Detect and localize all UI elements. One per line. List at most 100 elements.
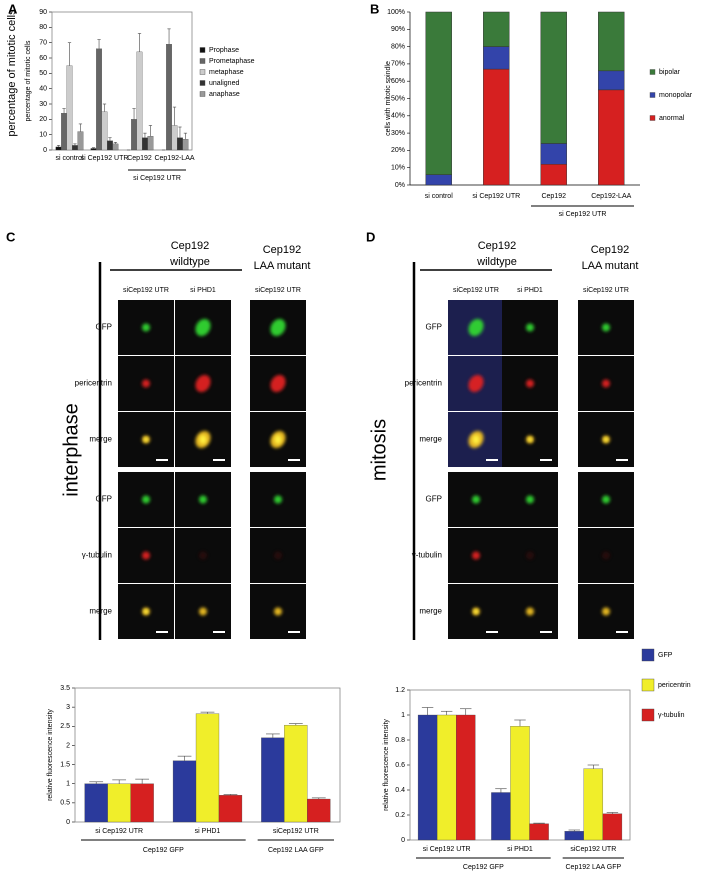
y-tick-label: 90% (391, 26, 405, 33)
legend-label: γ-tubulin (658, 712, 685, 719)
x-tick-label: Cep192-LAA (591, 193, 631, 200)
row-label: merge (89, 435, 112, 444)
error-bar (460, 708, 472, 715)
x-tick-label: Cep192 (127, 155, 152, 162)
row-label: merge (419, 435, 442, 444)
error-bar (137, 33, 142, 52)
error-bar (288, 723, 303, 726)
column-group-header: Cep192 (591, 244, 630, 256)
row-label: pericentrin (75, 379, 112, 388)
row-label: GFP (426, 323, 442, 332)
row-label: GFP (426, 495, 442, 504)
phase-label: mitosis (368, 419, 390, 481)
signal (602, 495, 610, 504)
bar (77, 131, 84, 151)
bar (172, 760, 197, 823)
y-axis-label: relative fluorescence intensity (47, 709, 54, 801)
y-tick-label: 20% (391, 147, 405, 154)
y-tick-label: 100% (387, 9, 405, 16)
error-bar (178, 126, 182, 138)
signal-core (528, 437, 532, 442)
error-bar (514, 719, 526, 727)
error-bar (421, 707, 434, 715)
error-bar (56, 145, 61, 147)
bar-segment (425, 11, 452, 175)
group-label: Cep192 GFP (143, 847, 184, 854)
y-tick-label: 80% (391, 43, 405, 50)
y-axis-label: percentage of mitotic cells (25, 40, 32, 121)
bar (107, 140, 113, 151)
error-bar (67, 42, 72, 66)
error-bar (78, 123, 83, 132)
error-bar (568, 829, 580, 832)
error-bar (143, 132, 147, 138)
error-bar (265, 733, 280, 738)
y-axis-title: percentage of mitotic cells (6, 9, 18, 137)
error-bar (200, 711, 215, 714)
column-label: si PHD1 (517, 287, 543, 294)
y-tick-label: 3 (66, 704, 70, 711)
y-tick-label: 20 (39, 116, 47, 123)
legend-label: anormal (659, 115, 685, 122)
error-bar (148, 125, 153, 137)
panel-label: C (6, 229, 16, 244)
signal (142, 551, 150, 560)
legend-label: unaligned (209, 80, 239, 87)
error-bar (533, 822, 545, 824)
row-label: γ-tubulin (412, 551, 442, 560)
y-tick-label: 10 (39, 132, 47, 139)
y-tick-label: 0.4 (395, 787, 405, 794)
y-axis-label: cells with mitotic spindle (385, 61, 392, 136)
signal (472, 495, 480, 504)
legend-swatch (199, 69, 206, 75)
bar (564, 831, 584, 841)
legend-swatch (199, 91, 206, 97)
x-tick-label: Cep192-LAA (154, 155, 194, 162)
legend-swatch (199, 58, 206, 64)
signal (274, 495, 282, 504)
error-bar (172, 106, 177, 126)
y-tick-label: 0.6 (395, 762, 405, 769)
bar (147, 136, 154, 151)
bar (96, 48, 102, 151)
phase-label: interphase (60, 403, 82, 496)
column-label: siCep192 UTR (255, 287, 301, 294)
group-label: si Cep192 UTR (133, 175, 181, 182)
bar (66, 65, 73, 151)
y-tick-label: 1.5 (60, 761, 70, 768)
bar (307, 798, 331, 823)
signal (270, 374, 286, 393)
bar-segment (483, 68, 510, 186)
x-tick-label: si PHD1 (195, 828, 221, 835)
y-tick-label: 90 (39, 9, 47, 16)
legend-swatch (649, 115, 656, 121)
y-tick-label: 0 (43, 147, 47, 154)
legend-swatch (199, 80, 206, 86)
signal (195, 318, 211, 337)
y-axis-label: relative fluorescence intensity (383, 719, 390, 811)
y-tick-label: 70% (391, 61, 405, 68)
column-group-header: LAA mutant (254, 260, 311, 272)
column-label: siCep192 UTR (123, 287, 169, 294)
panel-label: D (366, 229, 375, 244)
error-bar (108, 137, 112, 141)
legend-label: monopolar (659, 92, 693, 99)
row-label: merge (419, 607, 442, 616)
error-bar (102, 103, 107, 112)
legend-label: pericentrin (658, 682, 691, 689)
bar (130, 783, 154, 823)
row-label: GFP (96, 323, 112, 332)
column-label: siCep192 UTR (583, 287, 629, 294)
y-tick-label: 0.5 (60, 800, 70, 807)
y-tick-label: 10% (391, 165, 405, 172)
error-bar (587, 764, 600, 769)
legend-label: anaphase (209, 91, 240, 98)
signal-core (604, 437, 608, 442)
y-tick-label: 60% (391, 78, 405, 85)
signal (270, 318, 286, 337)
signal-core (199, 435, 207, 444)
group-label: Cep192 LAA GFP (268, 847, 324, 854)
y-tick-label: 60 (39, 55, 47, 62)
bar (456, 714, 476, 841)
